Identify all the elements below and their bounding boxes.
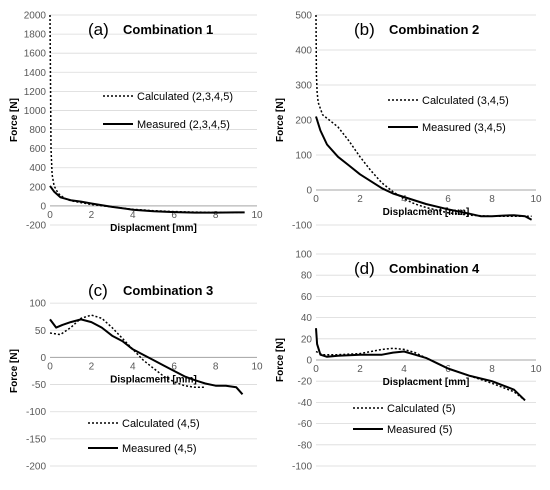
y-tick-label: 0 [40,353,46,364]
measured-series-line [315,116,533,221]
x-axis-title: Displacment [mm] [110,374,197,385]
x-tick-label: 2 [357,194,363,205]
x-tick-label: 6 [171,361,177,372]
x-axis-title: Displacment [mm] [383,207,470,218]
measured-series-line [49,318,244,395]
y-tick-label: 0 [40,201,46,212]
x-tick-label: 8 [213,361,219,372]
chart-title: Combination 3 [123,283,213,298]
y-tick-label: -200 [26,462,46,473]
x-tick-label: 4 [130,361,136,372]
y-tick-label: -60 [298,419,313,430]
y-tick-label: -200 [26,221,46,232]
x-tick-label: 0 [313,194,319,205]
y-tick-label: -20 [298,377,313,388]
y-tick-label: 200 [295,116,312,127]
panel-label: (a) [88,20,109,39]
chart-panel-2: -100 0 100 200 300 400 500 0 2 4 6 8 10 Displacment [… [275,11,542,232]
y-tick-label: 0 [306,186,312,197]
legend-label: Measured (3,4,5) [422,122,506,134]
x-tick-label: 0 [47,210,53,221]
y-tick-label: -80 [298,440,313,451]
calculated-series-line [49,14,245,214]
panel-label: (d) [354,259,375,278]
y-tick-label: 0 [306,356,312,367]
y-tick-label: -40 [298,398,313,409]
panel-label: (c) [88,281,108,300]
y-tick-label: 100 [29,299,46,310]
y-tick-label: 300 [295,81,312,92]
legend-label: Calculated (4,5) [122,418,200,430]
y-axis-title: Force [N] [275,98,286,142]
y-tick-label: 40 [301,313,313,324]
x-axis-title: Displacment [mm] [110,223,197,234]
measured-series-line [315,328,526,402]
calculated-series-line [49,314,206,389]
y-axis-title: Force [N] [9,98,20,142]
y-tick-label: -150 [26,434,46,445]
x-tick-label: 0 [47,361,53,372]
x-tick-label: 10 [251,361,263,372]
x-tick-label: 4 [401,194,407,205]
y-tick-label: 60 [301,292,313,303]
y-tick-label: 800 [29,125,46,136]
calculated-series-line [315,347,526,401]
x-tick-label: 2 [89,210,95,221]
x-tick-label: 10 [530,364,542,375]
x-tick-label: 4 [130,210,136,221]
legend-label: Measured (4,5) [122,443,197,455]
y-tick-label: 1600 [24,49,47,60]
panel-label: (b) [354,20,375,39]
y-tick-label: 1400 [24,68,47,79]
y-tick-label: 100 [295,250,312,261]
legend-label: Calculated (2,3,4,5) [137,91,233,103]
x-tick-label: 6 [445,194,451,205]
y-tick-label: 200 [29,182,46,193]
y-tick-label: -100 [292,462,312,473]
chart-panel-1: -200020040060080010001200140016001800200… [9,11,263,234]
y-tick-label: 80 [301,271,313,282]
y-tick-label: 2000 [24,11,47,22]
x-tick-label: 2 [89,361,95,372]
x-axis-title: Displacment [mm] [383,377,470,388]
legend-label: Measured (2,3,4,5) [137,119,230,131]
y-axis-title: Force [N] [275,338,286,382]
chart-title: Combination 1 [123,22,213,37]
y-tick-label: 50 [35,326,47,337]
y-tick-label: -50 [32,380,47,391]
legend-label: Measured (5) [387,424,452,436]
x-tick-label: 2 [357,364,363,375]
x-tick-label: 8 [489,194,495,205]
calculated-series-line [315,14,532,218]
measured-series-line [49,185,245,214]
y-tick-label: 1200 [24,87,47,98]
x-tick-label: 8 [489,364,495,375]
x-tick-label: 8 [213,210,219,221]
y-tick-label: -100 [26,407,46,418]
y-tick-label: 20 [301,334,313,345]
x-tick-label: 0 [313,364,319,375]
chart-title: Combination 4 [389,261,480,276]
x-tick-label: 10 [530,194,542,205]
x-tick-label: 6 [171,210,177,221]
chart-title: Combination 2 [389,22,479,37]
y-tick-label: 500 [295,11,312,22]
y-tick-label: 400 [29,163,46,174]
y-tick-label: 1800 [24,30,47,41]
legend-label: Calculated (5) [387,403,455,415]
y-tick-label: 100 [295,151,312,162]
x-tick-label: 10 [251,210,263,221]
y-tick-label: -100 [292,221,312,232]
y-tick-label: 400 [295,46,312,57]
y-axis-title: Force [N] [9,349,20,393]
legend-label: Calculated (3,4,5) [422,95,509,107]
x-tick-label: 4 [401,364,407,375]
y-tick-label: 1000 [24,106,47,117]
y-tick-label: 600 [29,144,46,155]
